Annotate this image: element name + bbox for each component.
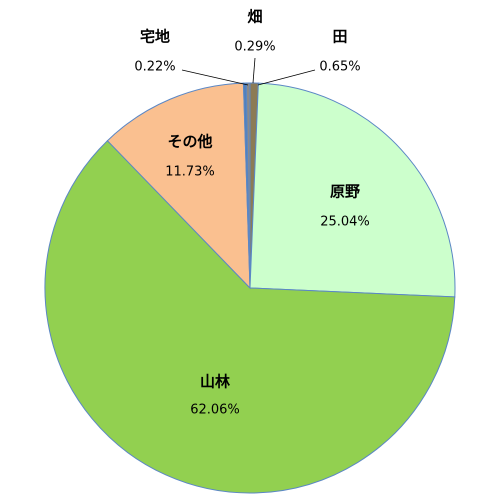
leader-line bbox=[252, 57, 256, 84]
slice-name: 原野 bbox=[330, 183, 360, 201]
slice-percent: 0.29% bbox=[234, 40, 275, 55]
slice-name: 畑 bbox=[246, 8, 262, 26]
slice-percent: 25.04% bbox=[320, 215, 370, 230]
slice-name: 田 bbox=[332, 28, 347, 46]
pie-slice bbox=[245, 82, 251, 289]
leader-line bbox=[257, 69, 316, 86]
slice-percent: 11.73% bbox=[165, 165, 215, 180]
slice-name: 山林 bbox=[200, 373, 231, 391]
slice-name: 宅地 bbox=[140, 28, 170, 46]
slice-percent: 62.06% bbox=[190, 403, 240, 418]
pie-slice bbox=[106, 82, 251, 290]
slice-percent: 0.65% bbox=[319, 60, 360, 75]
pie-slice bbox=[249, 82, 456, 298]
leader-line bbox=[181, 69, 249, 86]
slice-percent: 0.22% bbox=[134, 60, 175, 75]
pie-slice bbox=[44, 139, 456, 494]
slice-name: その他 bbox=[167, 133, 212, 151]
